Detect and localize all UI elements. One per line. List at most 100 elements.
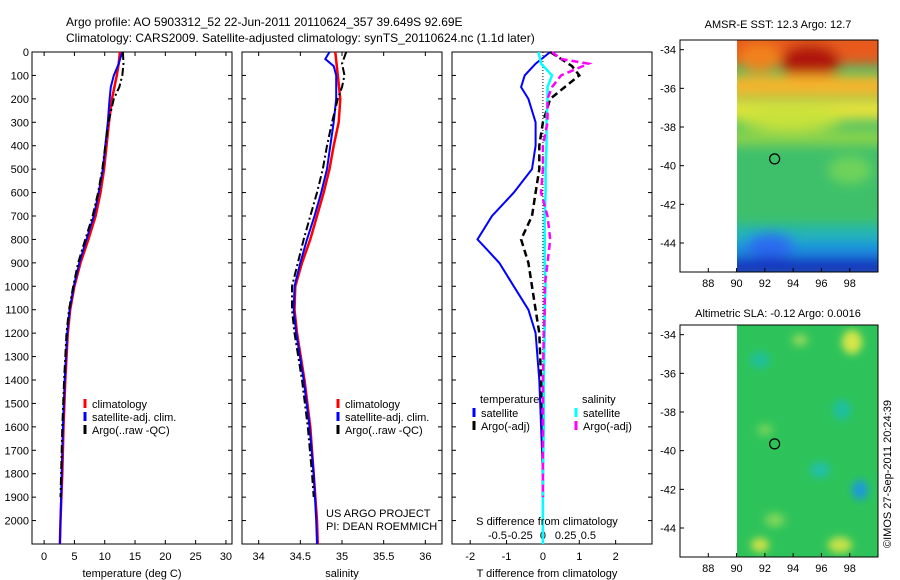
s-tick-label: 0.5 (581, 530, 596, 542)
y-tick-label: 1800 (5, 469, 29, 481)
temperature-axes (31, 51, 233, 545)
sst-heatmap (737, 40, 878, 272)
x-tick-label: 10 (99, 551, 111, 563)
map-x-tick-label: 92 (759, 563, 771, 575)
header-line2: Climatology: CARS2009. Satellite-adjuste… (66, 31, 535, 45)
x-tick-label: -2 (465, 551, 475, 563)
s-tick-label: -0.25 (508, 530, 533, 542)
legend-clim-label: climatology (345, 399, 401, 411)
y-tick-label: 1000 (5, 281, 29, 293)
map-y-tick-label: -44 (660, 523, 676, 535)
y-tick-label: 500 (11, 164, 29, 176)
y-tick-label: 1700 (5, 445, 29, 457)
legend-title-temperature: temperature (480, 394, 539, 406)
map-axes-ticks: 88 90 92 94 96 98 -34 -36 -38 -40 -42 -44 88 90 92 94 96… (660, 45, 856, 575)
sst-map-title: AMSR-E SST: 12.3 Argo: 12.7 (705, 19, 852, 31)
x-tick-label: 34.5 (290, 551, 311, 563)
y-tick-label: 900 (11, 258, 29, 270)
y-tick-label: 800 (11, 234, 29, 246)
project-line1: US ARGO PROJECT (326, 508, 431, 520)
map-x-tick-label: 96 (815, 278, 827, 290)
sst-map-axes (679, 39, 879, 273)
map-x-tick-label: 88 (702, 278, 714, 290)
x-tick-label: 15 (129, 551, 141, 563)
map-x-tick-label: 94 (787, 278, 799, 290)
y-tick-label: 600 (11, 188, 29, 200)
legend-clim-label: climatology (92, 399, 148, 411)
y-tick-label: 1400 (5, 375, 29, 387)
salinity-plot: 34 34.5 35 35.5 36 (242, 51, 442, 563)
difference-xlabel: T difference from climatology (477, 568, 618, 580)
difference-legend: temperature salinity satellite Argo(-adj… (472, 394, 632, 433)
difference-xlabel-top: S difference from climatology (476, 516, 618, 528)
series-line-argo-raw-qc- (59, 51, 125, 498)
y-tick-label: 1500 (5, 398, 29, 410)
argo-position-marker (769, 438, 781, 450)
series-line-argo-raw-qc- (291, 51, 348, 498)
x-tick-label: 5 (71, 551, 77, 563)
legend-argo-label: Argo(..raw -QC) (92, 425, 170, 437)
map-y-tick-label: -34 (660, 330, 676, 342)
temperature-legend: climatology satellite-adj. clim. Argo(..… (83, 399, 176, 437)
side-label: ©IMOS 27-Sep-2011 20:24:39 (882, 400, 894, 548)
map-x-tick-label: 88 (702, 563, 714, 575)
map-x-tick-label: 92 (759, 278, 771, 290)
legend-sat-label: satellite-adj. clim. (345, 412, 429, 424)
x-tick-label: 0 (41, 551, 47, 563)
temperature-xlabel: temperature (deg C) (82, 568, 181, 580)
series-line-satellite-adj-clim- (292, 51, 338, 545)
map-x-tick-label: 90 (730, 278, 742, 290)
map-y-tick-label: -40 (660, 446, 676, 458)
map-y-tick-label: -42 (660, 484, 676, 496)
map-y-tick-label: -42 (660, 199, 676, 211)
y-tick-label: 1100 (5, 305, 29, 317)
s-tick-label: 0.25 (555, 530, 576, 542)
y-tick-label: 400 (11, 141, 29, 153)
map-y-tick-label: -36 (660, 368, 676, 380)
map-y-tick-label: -36 (660, 83, 676, 95)
legend-t-sat-label: satellite (481, 408, 518, 420)
map-x-tick-label: 98 (844, 563, 856, 575)
y-tick-label: 100 (11, 70, 29, 82)
y-tick-label: 1300 (5, 352, 29, 364)
map-y-tick-label: -38 (660, 407, 676, 419)
legend-sat-label: satellite-adj. clim. (92, 412, 176, 424)
y-tick-label: 700 (11, 211, 29, 223)
x-tick-label: 2 (613, 551, 619, 563)
x-tick-label: 36 (419, 551, 431, 563)
x-tick-label: 20 (159, 551, 171, 563)
project-line2: PI: DEAN ROEMMICH (326, 521, 437, 533)
sla-map-title: Altimetric SLA: -0.12 Argo: 0.0016 (695, 308, 861, 320)
x-tick-label: 1 (576, 551, 582, 563)
legend-t-argo-label: Argo(-adj) (481, 421, 530, 433)
x-tick-label: 35 (336, 551, 348, 563)
argo-position-marker (769, 153, 781, 165)
x-tick-label: 0 (540, 551, 546, 563)
y-tick-label: 1200 (5, 328, 29, 340)
y-tick-label: 200 (11, 94, 29, 106)
map-x-tick-label: 96 (815, 563, 827, 575)
sla-map-axes (679, 324, 879, 558)
series-line-climatology (58, 51, 122, 545)
map-x-tick-label: 94 (787, 563, 799, 575)
series-line-temperature-satellite (476, 51, 551, 544)
salinity-legend: climatology satellite-adj. clim. Argo(..… (336, 399, 429, 437)
legend-argo-label: Argo(..raw -QC) (345, 425, 423, 437)
x-tick-label: 35.5 (373, 551, 394, 563)
series-line-satellite-adj-clim- (58, 51, 124, 545)
x-tick-label: 25 (190, 551, 202, 563)
y-tick-label: 0 (23, 47, 29, 59)
sla-heatmap (737, 325, 878, 557)
series-line-temperature-argo-adj- (519, 50, 582, 498)
s-tick-label: -0.5 (488, 530, 507, 542)
y-tick-label: 1900 (5, 492, 29, 504)
map-y-tick-label: -34 (660, 45, 676, 57)
difference-axes (451, 51, 653, 545)
header-line1: Argo profile: AO 5903312_52 22-Jun-2011 … (66, 15, 463, 29)
salinity-xlabel: salinity (325, 568, 359, 580)
temperature-plot: 0100200300400500600700800900100011001200… (5, 47, 233, 563)
x-tick-label: 34 (253, 551, 265, 563)
x-tick-label: -1 (502, 551, 512, 563)
